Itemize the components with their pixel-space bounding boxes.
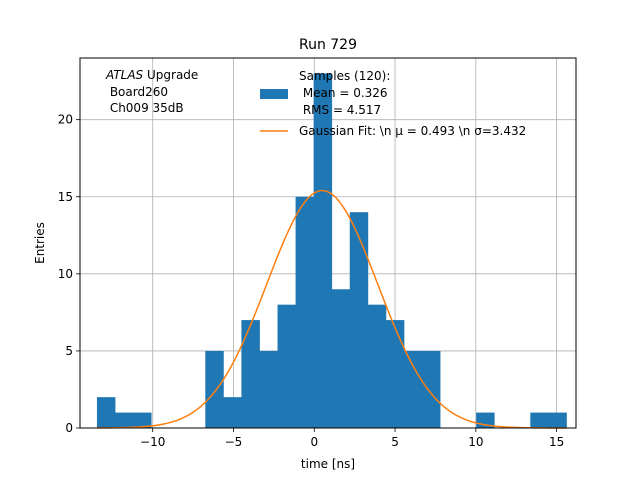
chart-title: Run 729	[299, 37, 357, 53]
x-tick-label: 0	[310, 435, 318, 449]
legend-samples-line-3: RMS = 4.517	[299, 103, 381, 117]
x-tick-label: 10	[468, 435, 483, 449]
y-tick-label: 5	[65, 344, 73, 358]
x-axis-label: time [ns]	[301, 457, 355, 471]
y-tick-label: 0	[65, 421, 73, 435]
histogram-bar	[277, 304, 296, 428]
annotation-atlas-italic: ATLAS	[105, 68, 144, 82]
x-tick-label: 15	[549, 435, 564, 449]
x-tick-label: −10	[140, 435, 165, 449]
annotation-line-3: Ch009 35dB	[106, 101, 184, 115]
legend-samples-swatch	[260, 89, 288, 99]
legend-samples-line-1: Samples (120):	[299, 69, 390, 83]
histogram-bar	[96, 397, 116, 428]
histogram-bar	[313, 73, 333, 429]
bars-layer	[96, 73, 567, 429]
legend-fit-label: Gaussian Fit: \n μ = 0.493 \n σ=3.432	[299, 124, 526, 138]
histogram-bar	[241, 320, 260, 428]
plot-frame	[79, 57, 577, 429]
y-tick-label: 10	[58, 267, 73, 281]
histogram-bar	[133, 412, 152, 428]
legend-samples-line-2: Mean = 0.326	[299, 86, 388, 100]
x-tick-label: 5	[391, 435, 399, 449]
histogram-bar	[548, 412, 567, 428]
histogram-bar	[205, 350, 224, 428]
histogram-bar	[367, 304, 387, 428]
histogram-bar	[421, 350, 441, 428]
annotation-line-1: ATLAS Upgrade	[105, 68, 198, 82]
histogram-bar	[403, 350, 423, 428]
legend: Samples (120): Mean = 0.326 RMS = 4.517 …	[260, 69, 526, 138]
histogram-bar	[385, 320, 405, 428]
x-tick-label: −5	[225, 435, 243, 449]
histogram-bar	[115, 412, 134, 428]
histogram-bar	[223, 397, 242, 428]
gaussian-fit-line	[96, 189, 567, 429]
atlas-annotation: ATLAS Upgrade Board260 Ch009 35dB	[105, 68, 198, 115]
ticks-layer: −10 −5 0 5 10 15 0 5 10 15 20	[58, 113, 565, 449]
y-tick-label: 15	[58, 190, 73, 204]
histogram-bar	[349, 212, 369, 428]
histogram-bar	[295, 196, 315, 428]
annotation-line-2: Board260	[106, 85, 168, 99]
histogram-bar	[331, 289, 351, 428]
annotation-upgrade: Upgrade	[143, 68, 198, 82]
histogram-bar	[259, 350, 278, 428]
y-tick-label: 20	[58, 113, 73, 127]
histogram-bar	[530, 412, 549, 428]
y-axis-label: Entries	[33, 222, 47, 264]
